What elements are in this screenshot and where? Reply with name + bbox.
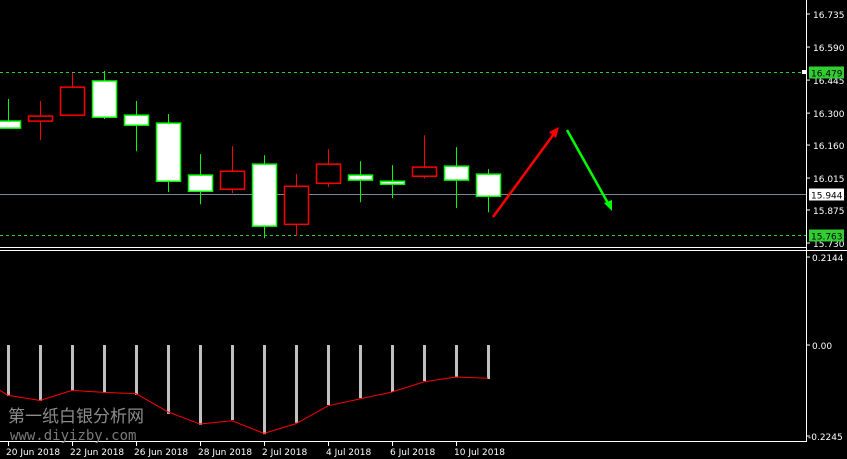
candle-body (475, 173, 502, 198)
price-tick-label: 16.590 (813, 44, 845, 54)
price-tick-label: 16.015 (813, 175, 845, 185)
price-tick-label: 16.445 (813, 77, 845, 87)
candle-body (187, 174, 214, 193)
indicator-tick-label: 0.00 (812, 342, 832, 352)
level-price-label: 15.763 (811, 233, 843, 243)
time-tick-label: 22 Jun 2018 (70, 448, 124, 458)
level-price-label: 16.479 (811, 70, 843, 80)
time-tick-label: 4 Jul 2018 (326, 448, 371, 458)
signal-line (0, 376, 489, 434)
candle-body (379, 180, 406, 185)
histogram-bar (103, 345, 106, 393)
histogram-bar (263, 345, 266, 435)
time-tick-label: 20 Jun 2018 (6, 448, 60, 458)
candle-body (155, 122, 182, 182)
candle-body (59, 86, 86, 116)
price-tick-label: 16.160 (813, 142, 845, 152)
histogram-bar (71, 345, 74, 390)
level-price-box (809, 188, 844, 201)
level-marker (802, 70, 806, 74)
indicator-tick-label: -0.2245 (808, 433, 843, 443)
histogram-bar (167, 345, 170, 414)
candle-body (315, 163, 342, 185)
time-tick-label: 28 Jun 2018 (198, 448, 252, 458)
candle-body (91, 80, 118, 118)
candle-body (411, 166, 438, 177)
histogram-bar (487, 345, 490, 380)
histogram-bar (135, 345, 138, 395)
histogram-bar (423, 345, 426, 382)
histogram-bar (295, 345, 298, 423)
indicator-tick-label: 0.2144 (812, 254, 844, 264)
candle-body (0, 120, 22, 129)
price-tick-label: 15.875 (813, 207, 845, 217)
arrow-down-head (604, 200, 612, 211)
level-price-label: 15.944 (811, 192, 843, 202)
candle-body (219, 170, 246, 190)
price-tick-label: 15.730 (813, 240, 845, 250)
arrow-up-head (549, 127, 559, 138)
level-price-box (809, 229, 844, 242)
time-tick-label: 2 Jul 2018 (262, 448, 307, 458)
histogram-bar (231, 345, 234, 420)
candle-body (283, 185, 310, 226)
arrow-up-icon (491, 130, 558, 218)
level-price-box (809, 66, 844, 79)
histogram-bar (199, 345, 202, 425)
price-tick-label: 16.735 (813, 11, 845, 21)
watermark-url: www.diyizby.com (10, 428, 137, 444)
time-tick-label: 10 Jul 2018 (454, 448, 505, 458)
candle-body (27, 115, 54, 122)
price-tick-label: 16.300 (813, 110, 845, 120)
candle-body (443, 165, 470, 181)
arrow-down-icon (565, 129, 611, 206)
histogram-bar (391, 345, 394, 393)
candle-body (347, 174, 374, 181)
time-tick-label: 6 Jul 2018 (390, 448, 435, 458)
histogram-bar (359, 345, 362, 399)
candle-body (251, 163, 278, 227)
histogram-bar (327, 345, 330, 405)
histogram-bar (7, 345, 10, 397)
histogram-bar (39, 345, 42, 401)
watermark-title: 第一纸白银分析网 (8, 407, 144, 427)
time-tick-label: 26 Jun 2018 (134, 448, 188, 458)
candle-body (123, 114, 150, 126)
histogram-bar (455, 345, 458, 378)
